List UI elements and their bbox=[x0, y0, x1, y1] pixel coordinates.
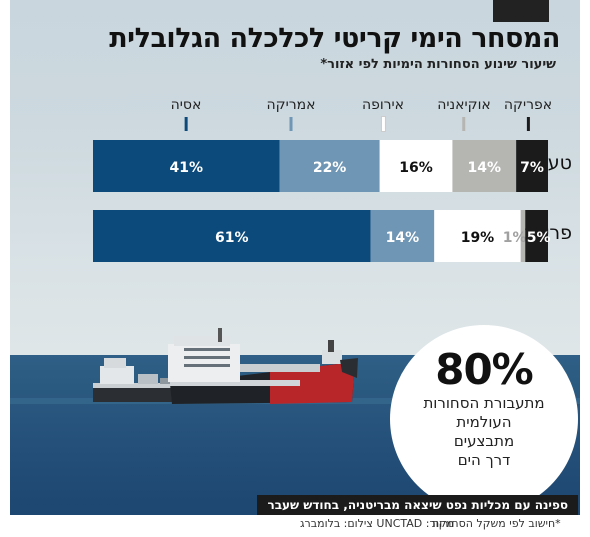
bar-value-label: 14% bbox=[386, 230, 420, 246]
highlight-line: מתעבורת הסחורות bbox=[423, 394, 545, 412]
bar-segment bbox=[434, 210, 521, 262]
highlight-text: מתעבורת הסחורות העולמית מתבצעים דרך הים bbox=[390, 394, 578, 470]
bar-value-label: 16% bbox=[399, 160, 433, 176]
legend-item: אירופה bbox=[362, 97, 404, 131]
bar-segment bbox=[379, 140, 453, 192]
tanker-ship-main bbox=[168, 328, 358, 404]
bar-segment bbox=[370, 210, 435, 262]
legend-label: אירופה bbox=[361, 97, 405, 113]
bar-segment bbox=[516, 140, 548, 192]
legend-swatch bbox=[184, 117, 188, 131]
legend-label: אמריקה bbox=[266, 97, 316, 113]
legend-item: אסיה bbox=[170, 97, 202, 131]
legend-label: אפריקה bbox=[503, 97, 553, 113]
legend-swatch bbox=[381, 117, 385, 131]
legend-label: אסיה bbox=[170, 97, 202, 113]
bar-segment bbox=[525, 210, 548, 262]
legend-item: אמריקה bbox=[266, 97, 316, 131]
header-accent-bar bbox=[493, 0, 549, 22]
bar-value-label: 7% bbox=[520, 160, 544, 176]
bar-segment bbox=[93, 210, 371, 262]
highlight-circle: 80% מתעבורת הסחורות העולמית מתבצעים דרך הים bbox=[390, 325, 578, 513]
bar-segment bbox=[279, 140, 380, 192]
highlight-line: דרך הים bbox=[457, 451, 511, 469]
bar-segment bbox=[93, 140, 280, 192]
bar-value-label: 41% bbox=[170, 160, 204, 176]
legend-swatch bbox=[289, 117, 293, 131]
bar-value-label: 5% bbox=[527, 230, 551, 246]
footnote: *חישוב לפי משקל הסחורות bbox=[432, 517, 561, 530]
bar-segment bbox=[452, 140, 517, 192]
bar-segment bbox=[520, 210, 526, 262]
legend-swatch bbox=[462, 117, 466, 131]
credits: מקור: UNCTAD צילום: בלומברג bbox=[300, 517, 454, 530]
bar-value-label: 19% bbox=[461, 230, 495, 246]
legend-item: אפריקה bbox=[504, 97, 552, 131]
highlight-line: מתבצעים bbox=[453, 432, 515, 450]
photo-caption: ספינה עם מכליות נפט שיצאה מבריטניה, בחוד… bbox=[257, 495, 578, 515]
legend-swatch bbox=[526, 117, 530, 131]
bar-value-label: 61% bbox=[215, 230, 249, 246]
bar-value-label: 22% bbox=[313, 160, 347, 176]
chart-subtitle: שיעור שינוע הסחורות הימיות לפי אזור* bbox=[320, 57, 556, 72]
highlight-value: 80% bbox=[435, 345, 534, 394]
legend-item: אוקיאניה bbox=[437, 97, 491, 131]
bar-value-label: 14% bbox=[468, 160, 502, 176]
highlight-line: העולמית bbox=[456, 413, 512, 431]
bar-value-label: 1% bbox=[503, 230, 527, 246]
legend-label: אוקיאניה bbox=[437, 97, 491, 113]
chart-title: המסחר הימי קריטי לכלכלה הגלובלית bbox=[109, 23, 560, 54]
